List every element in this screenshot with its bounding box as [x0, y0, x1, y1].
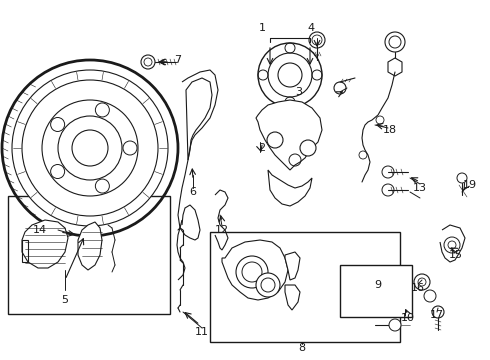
Text: 15: 15 — [449, 250, 463, 260]
Circle shape — [364, 276, 376, 288]
Bar — [210, 232, 400, 342]
Text: 4: 4 — [307, 23, 315, 33]
Circle shape — [334, 82, 346, 94]
Polygon shape — [78, 222, 102, 270]
Circle shape — [12, 70, 168, 226]
Text: 6: 6 — [190, 187, 196, 197]
Circle shape — [236, 256, 268, 288]
Text: 12: 12 — [215, 225, 229, 235]
Circle shape — [385, 32, 405, 52]
Polygon shape — [22, 220, 68, 268]
Polygon shape — [285, 285, 300, 310]
Polygon shape — [256, 100, 322, 170]
Text: 5: 5 — [62, 295, 69, 305]
Polygon shape — [222, 240, 288, 300]
Text: 14: 14 — [33, 225, 47, 235]
Circle shape — [364, 294, 376, 306]
Circle shape — [414, 274, 430, 290]
Bar — [340, 265, 412, 317]
Circle shape — [256, 273, 280, 297]
Text: 11: 11 — [195, 327, 209, 337]
Circle shape — [382, 184, 394, 196]
Circle shape — [309, 32, 325, 48]
Circle shape — [382, 166, 394, 178]
Circle shape — [141, 55, 155, 69]
Text: 16: 16 — [411, 283, 425, 293]
Text: 8: 8 — [298, 343, 306, 353]
Text: 17: 17 — [430, 310, 444, 320]
Text: 2: 2 — [258, 143, 266, 153]
Polygon shape — [285, 252, 300, 280]
Text: 1: 1 — [259, 23, 266, 33]
Circle shape — [258, 43, 322, 107]
Polygon shape — [440, 225, 465, 262]
Bar — [8, 196, 170, 314]
Text: 13: 13 — [413, 183, 427, 193]
Text: 9: 9 — [374, 280, 382, 290]
Circle shape — [432, 306, 444, 318]
Text: 18: 18 — [383, 125, 397, 135]
Circle shape — [389, 296, 401, 308]
Text: 7: 7 — [174, 55, 182, 65]
Text: 3: 3 — [295, 87, 302, 97]
Polygon shape — [388, 58, 402, 76]
Text: 10: 10 — [401, 313, 415, 323]
Circle shape — [457, 173, 467, 183]
Circle shape — [267, 132, 283, 148]
Polygon shape — [268, 170, 312, 206]
Text: 19: 19 — [463, 180, 477, 190]
Circle shape — [424, 290, 436, 302]
Circle shape — [389, 319, 401, 331]
Circle shape — [300, 140, 316, 156]
